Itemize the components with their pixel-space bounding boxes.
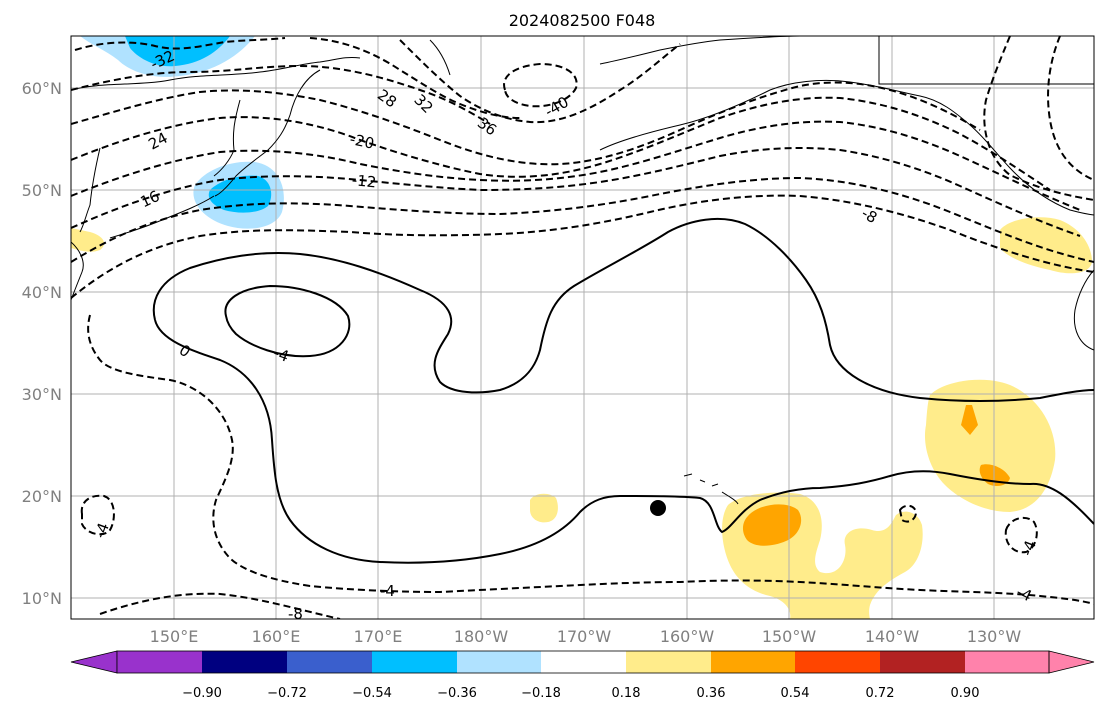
coast-alaska	[599, 79, 1094, 216]
lon-tick-150e: 150°E	[150, 627, 199, 646]
lon-tick-170e: 170°E	[354, 627, 403, 646]
coast-sakhalin	[79, 147, 101, 233]
lat-tick-40: 40°N	[22, 283, 62, 302]
lat-tick-20: 20°N	[22, 487, 62, 506]
lon-tick-130w: 130°W	[967, 627, 1022, 646]
contour-m32-arc	[309, 37, 521, 119]
colorbar-bin-6	[541, 651, 626, 673]
cb-tick-1: −0.90	[182, 686, 222, 701]
lon-tick-170w: 170°W	[557, 627, 612, 646]
contour-m12	[71, 147, 1081, 237]
colorbar-bin-4	[372, 651, 457, 673]
contours	[71, 36, 1094, 619]
clabel-m4-west: -4	[91, 520, 113, 540]
colorbar: −0.90 −0.72 −0.54 −0.36 −0.18 0.18 0.36 …	[70, 650, 1095, 701]
shading-negative	[80, 36, 284, 229]
lon-tick-160e: 160°E	[252, 627, 301, 646]
cb-tick-10: 0.90	[951, 686, 980, 701]
lon-tick-160w: 160°W	[660, 627, 715, 646]
cb-tick-5: −0.18	[521, 686, 561, 701]
contour-m4-inner	[224, 284, 351, 358]
clabel-m4-east: -4	[1014, 583, 1035, 606]
contour-m4-small-east	[1004, 516, 1038, 554]
colorbar-bin-7	[626, 651, 711, 673]
cb-tick-3: −0.54	[352, 686, 392, 701]
colorbar-bin-5	[457, 651, 541, 673]
contour-m4-west	[87, 314, 1094, 605]
contour-m32	[74, 37, 286, 51]
shading-positive	[71, 217, 1092, 619]
lat-tick-50: 50°N	[22, 181, 62, 200]
contour-ne	[983, 36, 1094, 201]
location-marker	[650, 500, 666, 516]
orange-anomaly-east-a	[961, 405, 978, 435]
yellow-anomaly-japan	[71, 228, 105, 252]
clabel-m4-south: -4	[380, 582, 395, 600]
map-area: -32 28 32 36 -40 24 -20 16 -12 -8 0 -4 -…	[71, 36, 1094, 623]
lat-axis: 60°N 50°N 40°N 30°N 20°N 10°N	[22, 79, 62, 608]
coast-kamchatka	[214, 69, 321, 197]
coast-japan	[71, 241, 84, 301]
figure-title: 2024082500 F048	[509, 11, 656, 30]
coast-siberia	[71, 57, 361, 91]
lon-tick-140w: 140°W	[865, 627, 920, 646]
contour-zero	[152, 218, 1094, 402]
cyan-anomaly-north	[125, 36, 230, 67]
colorbar-bin-8	[711, 651, 795, 673]
clabel-m4-inner: -4	[271, 344, 291, 366]
lat-tick-10: 10°N	[22, 589, 62, 608]
colorbar-bin-2	[202, 651, 287, 673]
coast-alaska-north	[599, 36, 801, 65]
clabel-m12: -12	[351, 171, 377, 191]
contour-m28	[71, 64, 491, 125]
coast-canada-border	[878, 36, 1094, 85]
contour-m4-small-west	[80, 494, 115, 536]
cyan-anomaly-kamchatka	[208, 175, 272, 213]
colorbar-frame	[116, 650, 1050, 674]
coast-bering	[429, 39, 451, 76]
contour-ne-2	[1047, 36, 1094, 181]
contour-m8	[71, 176, 1094, 263]
clabel-m8-south: -8	[288, 605, 303, 623]
yellow-anomaly-small	[530, 493, 558, 523]
coast-hawaii	[683, 473, 739, 505]
cb-tick-8: 0.54	[781, 686, 810, 701]
coast-okhotsk	[213, 99, 241, 177]
cb-tick-4: −0.36	[437, 686, 477, 701]
contour-m20	[71, 96, 1051, 191]
orange-anomaly-south	[742, 504, 802, 546]
contour-m36	[399, 39, 681, 124]
colorbar-bin-3	[287, 651, 372, 673]
colorbar-bin-1	[117, 651, 202, 673]
lat-tick-30: 30°N	[22, 385, 62, 404]
cb-tick-6: 0.18	[612, 686, 641, 701]
colorbar-bin-10	[880, 651, 965, 673]
lon-tick-150w: 150°W	[762, 627, 817, 646]
colorbar-extend-low	[70, 650, 118, 674]
contour-m16	[71, 120, 1081, 211]
cb-tick-7: 0.36	[697, 686, 726, 701]
contour-m4-north	[71, 194, 1094, 299]
clabel-m20: -20	[348, 130, 376, 153]
lon-axis: 150°E 160°E 170°E 180°W 170°W 160°W 150°…	[150, 627, 1022, 646]
lat-tick-60: 60°N	[22, 79, 62, 98]
clabel-m4-east-small: -4	[1018, 538, 1040, 558]
colorbar-bin-9	[795, 651, 880, 673]
lon-tick-180w: 180°W	[454, 627, 509, 646]
coast-pnw	[1073, 269, 1094, 351]
contour-m8-south	[99, 592, 341, 619]
colorbar-ticks: −0.90 −0.72 −0.54 −0.36 −0.18 0.18 0.36 …	[182, 686, 979, 701]
cb-tick-2: −0.72	[267, 686, 307, 701]
graticule	[71, 36, 1094, 619]
contour-m40	[503, 62, 578, 108]
contour-m4-small-mid	[898, 504, 918, 523]
contour-zero-south	[154, 319, 1094, 564]
colorbar-extend-high	[1048, 650, 1095, 674]
yellow-anomaly-east	[924, 379, 1056, 512]
colorbar-bin-11	[965, 651, 1049, 673]
map-frame	[70, 35, 1095, 620]
cb-tick-9: 0.72	[866, 686, 895, 701]
